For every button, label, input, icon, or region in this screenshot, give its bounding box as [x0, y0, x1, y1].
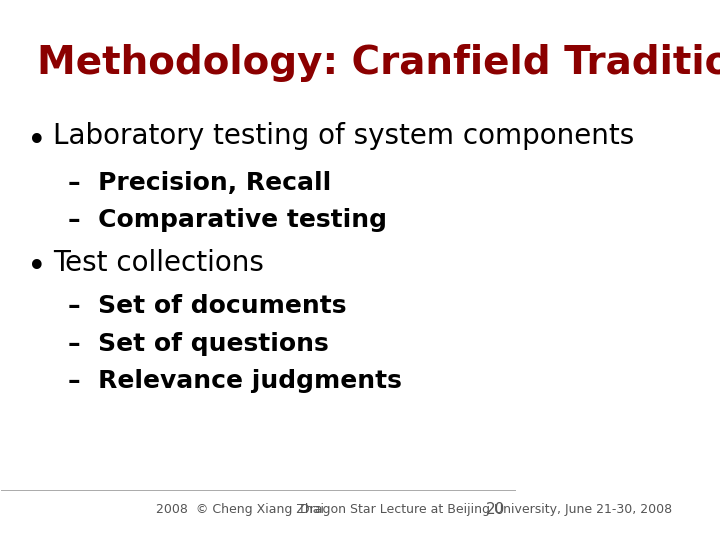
- Text: Laboratory testing of system components: Laboratory testing of system components: [53, 122, 634, 150]
- Text: Dragon Star Lecture at Beijing University, June 21-30, 2008: Dragon Star Lecture at Beijing Universit…: [300, 503, 672, 516]
- Text: –  Set of documents: – Set of documents: [68, 294, 347, 318]
- Text: •: •: [27, 251, 47, 284]
- Text: Test collections: Test collections: [53, 248, 264, 276]
- Text: •: •: [27, 125, 47, 158]
- Text: 20: 20: [486, 502, 505, 517]
- Text: –  Comparative testing: – Comparative testing: [68, 208, 387, 232]
- Text: –  Precision, Recall: – Precision, Recall: [68, 171, 331, 194]
- Text: Methodology: Cranfield Tradition: Methodology: Cranfield Tradition: [37, 44, 720, 83]
- Text: –  Set of questions: – Set of questions: [68, 332, 329, 356]
- Text: 2008  © Cheng Xiang Zhai: 2008 © Cheng Xiang Zhai: [156, 503, 324, 516]
- Text: –  Relevance judgments: – Relevance judgments: [68, 369, 402, 393]
